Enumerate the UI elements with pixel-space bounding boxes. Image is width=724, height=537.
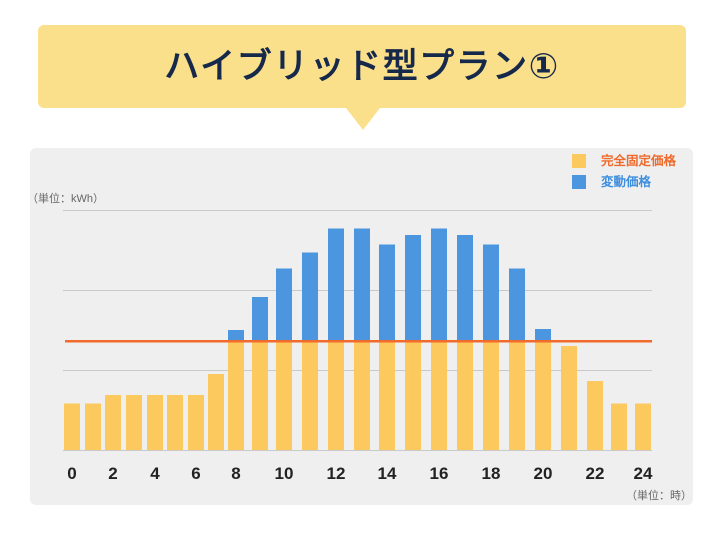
x-tick-label-22: 22 [586, 464, 605, 483]
x-unit-label: （単位：時） [626, 488, 692, 502]
bar-variable-hour-15 [405, 234, 421, 342]
bar-fixed-hour-11 [302, 341, 318, 450]
bar-variable-hour-10 [276, 268, 292, 342]
legend-item-variable: 変動価格 [572, 174, 652, 189]
bar-fixed-hour-7 [208, 374, 224, 450]
x-tick-label-12: 12 [327, 464, 346, 483]
bar-variable-hour-18 [483, 244, 499, 342]
x-tick-label-14: 14 [378, 464, 397, 483]
legend-swatch-fixed [572, 154, 586, 168]
x-tick-label-20: 20 [534, 464, 553, 483]
bar-fixed-hour-14 [379, 341, 395, 450]
bar-fixed-hour-19 [509, 341, 525, 450]
bar-fixed-hour-18 [483, 341, 499, 450]
bar-variable-hour-16 [431, 228, 447, 342]
bar-fixed-hour-9 [252, 341, 268, 450]
x-axis-ticks: 0 2 4 6 8 10 12 14 16 18 20 22 24 [67, 464, 653, 483]
x-tick-label-16: 16 [430, 464, 449, 483]
bar-fixed-hour-4 [147, 394, 163, 450]
bar-variable-hour-14 [379, 244, 395, 342]
title-banner: ハイブリッド型プラン① [38, 25, 686, 130]
bar-variable-hour-20 [535, 329, 551, 342]
legend-label-variable: 変動価格 [601, 174, 652, 189]
x-tick-label-4: 4 [150, 464, 160, 483]
x-tick-label-8: 8 [231, 464, 240, 483]
bar-fixed-hour-6 [188, 394, 204, 450]
x-tick-label-24: 24 [634, 464, 653, 483]
bar-fixed-hour-12 [328, 341, 344, 450]
x-tick-label-0: 0 [67, 464, 76, 483]
bar-fixed-hour-20 [535, 341, 551, 450]
bar-fixed-hour-8 [228, 341, 244, 450]
bar-fixed-hour-15 [405, 341, 421, 450]
bar-fixed-hour-23 [611, 403, 627, 450]
y-unit-label: （単位：kWh） [27, 191, 104, 205]
bar-fixed-hour-22 [587, 381, 603, 450]
bar-variable-hour-17 [457, 234, 473, 342]
banner-pointer [346, 108, 380, 130]
bar-fixed-hour-21 [561, 346, 577, 450]
legend-label-fixed: 完全固定価格 [601, 153, 677, 168]
bar-variable-hour-11 [302, 252, 318, 342]
bar-fixed-hour-1 [85, 403, 101, 450]
bar-fixed-hour-2 [105, 394, 121, 450]
bar-fixed-hour-3 [126, 394, 142, 450]
bar-fixed-hour-10 [276, 341, 292, 450]
bar-variable-hour-9 [252, 297, 268, 342]
bar-variable-hour-8 [228, 330, 244, 342]
legend-item-fixed: 完全固定価格 [572, 153, 677, 168]
chart-title: ハイブリッド型プラン① [164, 47, 560, 86]
legend: 完全固定価格 変動価格 [572, 153, 677, 189]
bar-fixed-hour-16 [431, 341, 447, 450]
bars [64, 228, 651, 450]
bar-fixed-hour-17 [457, 341, 473, 450]
legend-swatch-variable [572, 175, 586, 189]
x-tick-label-10: 10 [275, 464, 294, 483]
x-tick-label-2: 2 [108, 464, 117, 483]
bar-fixed-hour-13 [354, 341, 370, 450]
bar-variable-hour-12 [328, 228, 344, 342]
x-tick-label-18: 18 [482, 464, 501, 483]
bar-variable-hour-19 [509, 268, 525, 342]
x-tick-label-6: 6 [191, 464, 200, 483]
bar-variable-hour-13 [354, 228, 370, 342]
bar-fixed-hour-5 [167, 394, 183, 450]
bar-fixed-hour-0 [64, 403, 80, 450]
bar-fixed-hour-24 [635, 403, 651, 450]
